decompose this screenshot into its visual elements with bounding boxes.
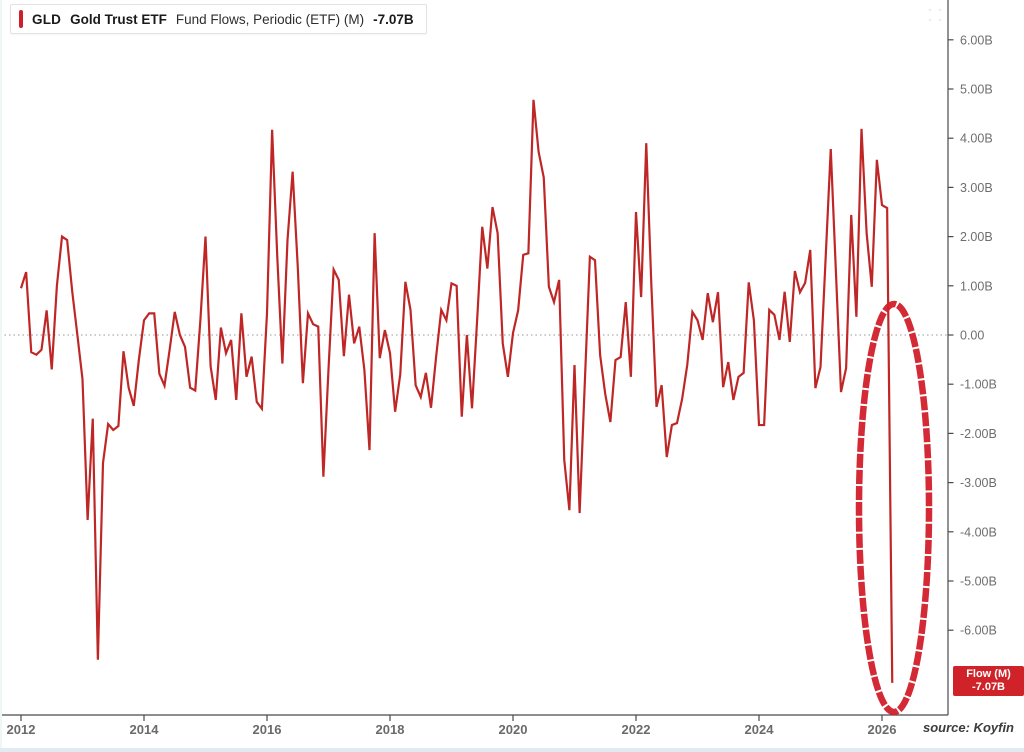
y-tick-label: -3.00B [960,476,997,490]
y-tick-label: 5.00B [960,83,993,97]
source-attribution: source: Koyfin [922,720,1014,735]
x-tick-label: 2014 [130,722,160,737]
y-tick-label: 6.00B [960,33,993,47]
badge-metric: Flow (M) [966,668,1011,680]
x-tick-label: 2018 [376,722,405,737]
y-tick-label: 2.00B [960,230,993,244]
panel-bottom-edge [0,748,1024,752]
y-tick-label: 4.00B [960,132,993,146]
y-tick-label: -4.00B [960,525,997,539]
flow-line-series [19,99,894,683]
metric-label: Fund Flows, Periodic (ETF) (M) [175,11,365,27]
x-tick-label: 2022 [622,722,651,737]
legend-color-bar [19,10,23,28]
x-tick-label: 2024 [745,722,775,737]
current-value: -7.07B [373,11,414,27]
security-legend[interactable]: GLD Gold Trust ETF Fund Flows, Periodic … [10,4,427,34]
x-tick-label: 2026 [868,722,897,737]
badge-value: -7.07B [971,681,1006,693]
y-tick-label: 3.00B [960,181,993,195]
x-tick-label: 2016 [253,722,282,737]
y-tick-label: -2.00B [960,427,997,441]
security-name: Gold Trust ETF [70,11,167,27]
ticker-symbol: GLD [32,11,62,27]
y-tick-label: -5.00B [960,575,997,589]
axis-ticks: 6.00B 5.00B 4.00B 3.00B 2.00B 1.00B 0.00 -1.00B… [7,33,997,737]
x-tick-label: 2020 [499,722,528,737]
y-tick-label: 0.00 [960,329,984,343]
last-value-badge: Flow (M) -7.07B [953,666,1024,696]
move-icon[interactable] [926,6,944,24]
panel-left-edge [0,0,2,748]
y-tick-label: -6.00B [960,624,997,638]
annotation-ellipse [855,300,933,716]
y-tick-label: 1.00B [960,279,993,293]
y-tick-label: -1.00B [960,378,997,392]
x-tick-label: 2012 [7,722,36,737]
